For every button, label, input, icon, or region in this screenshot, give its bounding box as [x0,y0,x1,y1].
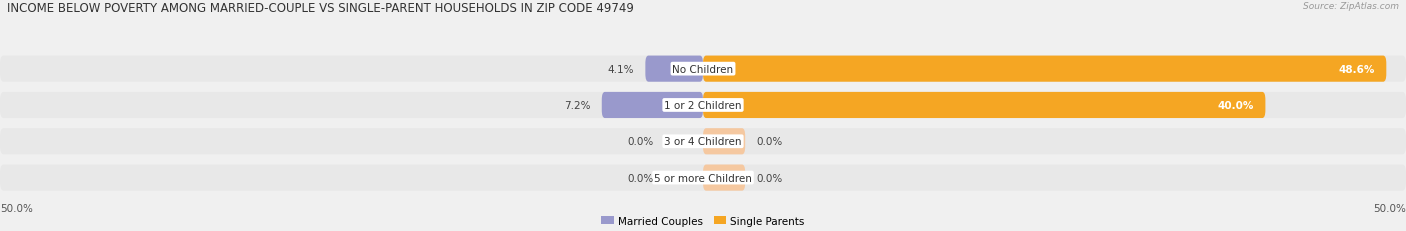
Text: INCOME BELOW POVERTY AMONG MARRIED-COUPLE VS SINGLE-PARENT HOUSEHOLDS IN ZIP COD: INCOME BELOW POVERTY AMONG MARRIED-COUPL… [7,2,634,15]
Text: 1 or 2 Children: 1 or 2 Children [664,100,742,110]
Text: 40.0%: 40.0% [1218,100,1254,110]
Text: 0.0%: 0.0% [756,173,783,183]
FancyBboxPatch shape [0,56,1406,82]
FancyBboxPatch shape [0,165,1406,191]
FancyBboxPatch shape [0,129,1406,155]
Text: 3 or 4 Children: 3 or 4 Children [664,137,742,147]
Text: No Children: No Children [672,64,734,74]
FancyBboxPatch shape [645,56,703,82]
Text: 7.2%: 7.2% [564,100,591,110]
FancyBboxPatch shape [0,92,1406,119]
Legend: Married Couples, Single Parents: Married Couples, Single Parents [602,216,804,226]
FancyBboxPatch shape [703,56,1386,82]
Text: 0.0%: 0.0% [627,137,654,147]
Text: 0.0%: 0.0% [627,173,654,183]
FancyBboxPatch shape [602,92,703,119]
Text: 4.1%: 4.1% [607,64,634,74]
FancyBboxPatch shape [703,165,745,191]
Text: 50.0%: 50.0% [0,203,32,213]
FancyBboxPatch shape [703,129,745,155]
Text: Source: ZipAtlas.com: Source: ZipAtlas.com [1303,2,1399,11]
FancyBboxPatch shape [703,92,1265,119]
Text: 5 or more Children: 5 or more Children [654,173,752,183]
Text: 0.0%: 0.0% [756,137,783,147]
Text: 48.6%: 48.6% [1339,64,1375,74]
Text: 50.0%: 50.0% [1374,203,1406,213]
